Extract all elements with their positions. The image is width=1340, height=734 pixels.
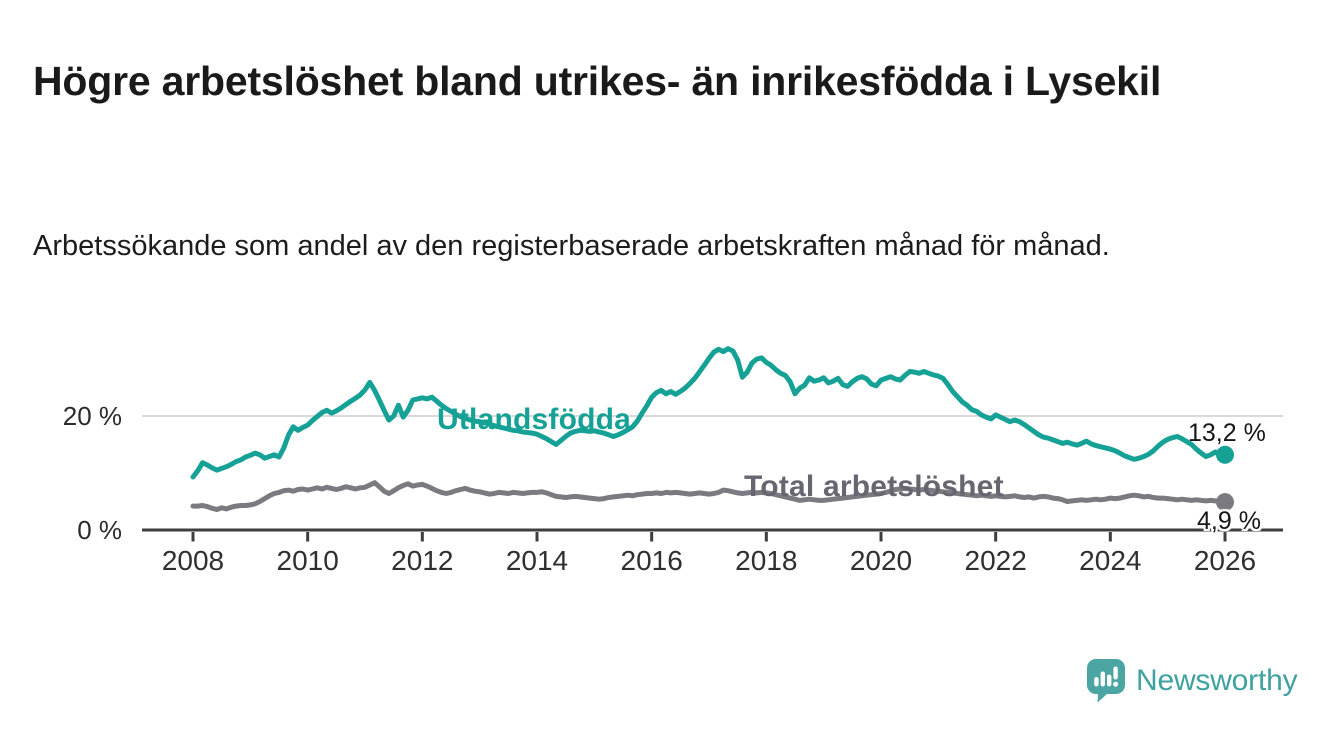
series-label-utlandsfodda: Utlandsfödda (437, 403, 632, 436)
bar-2 (1100, 671, 1105, 687)
bar-3 (1107, 674, 1112, 687)
bar-1 (1094, 677, 1099, 687)
x-axis-label: 2010 (276, 545, 339, 576)
exclamation-bar (1113, 666, 1118, 680)
x-axis-label: 2020 (849, 545, 913, 576)
newsworthy-speech-bubble-icon (1087, 659, 1125, 703)
y-axis-label: 0 % (77, 515, 122, 545)
x-axis-label: 2008 (161, 545, 225, 576)
chart-subtitle: Arbetssökande som andel av den registerb… (33, 230, 1110, 262)
series-end-dot-1 (1216, 493, 1234, 512)
series-end-dot-0 (1216, 445, 1234, 464)
newsworthy-wordmark: Newsworthy (1136, 663, 1298, 697)
x-axis-label: 2018 (735, 545, 798, 576)
x-axis-label: 2014 (505, 545, 569, 576)
y-axis-label: 20 % (62, 401, 122, 431)
x-axis-label: 2022 (964, 545, 1027, 576)
end-value-label-utlandsfodda: 13,2 % (1188, 419, 1266, 447)
speech-bubble-shape (1087, 659, 1125, 703)
series-label-total-arbetsloshet: Total arbetslöshet (744, 470, 1004, 503)
x-axis-label: 2012 (391, 545, 454, 576)
x-axis-label: 2024 (1079, 545, 1142, 576)
x-axis-label: 2026 (1193, 545, 1257, 576)
exclamation-dot (1113, 681, 1119, 687)
series-line-0 (190, 346, 1228, 480)
x-axis-label: 2016 (620, 545, 683, 576)
page-title: Högre arbetslöshet bland utrikes- än inr… (33, 58, 1162, 105)
series-line-1 (190, 480, 1228, 512)
end-value-label-total-arbetsloshet: 4,9 % (1197, 507, 1261, 535)
newsworthy-logo: Newsworthy (1086, 658, 1298, 703)
